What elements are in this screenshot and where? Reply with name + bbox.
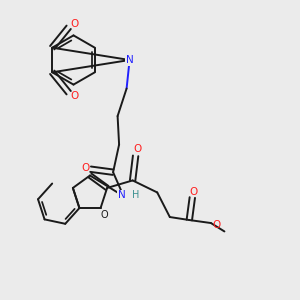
Text: O: O [100, 210, 108, 220]
Text: O: O [133, 144, 141, 154]
Text: N: N [118, 190, 126, 200]
Text: N: N [126, 55, 134, 65]
Text: O: O [70, 19, 78, 29]
Text: H: H [132, 190, 139, 200]
Text: O: O [190, 187, 198, 196]
Text: O: O [70, 91, 78, 101]
Text: N: N [118, 190, 126, 200]
Text: O: O [212, 220, 220, 230]
Text: N: N [126, 55, 134, 65]
Text: O: O [81, 163, 89, 173]
Text: H: H [132, 190, 139, 200]
